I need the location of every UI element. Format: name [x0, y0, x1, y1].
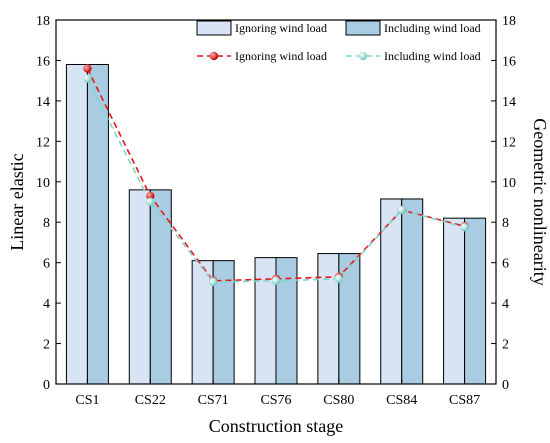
marker-including-wind-load [334, 274, 344, 284]
y-tick-label: 6 [43, 257, 50, 272]
y-tick-label: 12 [36, 135, 50, 150]
bar-including-wind-load [464, 217, 487, 385]
y2-tick-label: 8 [502, 216, 509, 231]
legend-marker [358, 51, 368, 61]
x-tick-label: CS80 [323, 393, 354, 408]
bar-including-wind-load [86, 63, 109, 385]
axes-layer: 0 2 4 6 8 10 12 14 16 18 0 2 4 6 8 10 12 14 16 18 CS1 CS22 CS7… [7, 14, 550, 436]
bar-including-wind-load [401, 198, 424, 385]
legend: Ignoring wind load Including wind load Ign… [196, 20, 481, 63]
y2-tick-label: 6 [502, 257, 509, 272]
y-tick-label: 14 [36, 95, 50, 110]
x-axis-label: Construction stage [209, 416, 343, 436]
legend-label: Including wind load [384, 49, 481, 63]
y-tick-label: 8 [43, 216, 50, 231]
bars-layer [65, 63, 487, 385]
legend-label: Including wind load [384, 21, 481, 35]
x-tick-label: CS76 [260, 393, 291, 408]
bar-ignoring-wind-load [380, 198, 403, 385]
legend-marker [209, 51, 219, 61]
marker-including-wind-load [271, 276, 281, 286]
marker-including-wind-load [460, 223, 469, 232]
legend-item: Including wind load [346, 49, 481, 63]
y-tick-label: 2 [43, 338, 50, 353]
y2-tick-label: 10 [502, 176, 516, 191]
bar-ignoring-wind-load [65, 63, 88, 385]
legend-item: Ignoring wind load [197, 49, 327, 63]
legend-item: Including wind load [345, 20, 481, 36]
y-tick-label: 0 [43, 378, 50, 393]
y-tick-label: 16 [36, 54, 50, 69]
legend-label: Ignoring wind load [235, 49, 327, 63]
markers-layer [83, 64, 469, 287]
y-tick-label: 18 [36, 14, 50, 29]
x-tick-label: CS84 [386, 393, 417, 408]
y2-tick-label: 18 [502, 14, 516, 29]
y-axis-label: Linear elastic [7, 153, 27, 250]
legend-label: Ignoring wind load [235, 21, 327, 35]
x-tick-label: CS22 [135, 393, 166, 408]
y2-tick-label: 0 [502, 378, 509, 393]
y2-axis-label: Geometric nonlinearity [530, 118, 550, 285]
marker-including-wind-load [83, 74, 92, 83]
bar-ignoring-wind-load [317, 253, 340, 385]
bar-ignoring-wind-load [128, 189, 151, 385]
y-tick-label: 10 [36, 176, 50, 191]
y2-tick-label: 14 [502, 95, 516, 110]
legend-swatch [196, 20, 232, 36]
legend-swatch [345, 20, 381, 36]
y2-tick-label: 2 [502, 338, 509, 353]
marker-including-wind-load [397, 205, 406, 215]
legend-item: Ignoring wind load [196, 20, 327, 36]
x-tick-label: CS71 [198, 393, 229, 408]
marker-including-wind-load [146, 197, 155, 207]
marker-ignoring-wind-load [146, 191, 155, 201]
bar-including-wind-load [338, 253, 361, 385]
y2-tick-label: 4 [502, 297, 509, 312]
y2-tick-label: 16 [502, 54, 516, 69]
y2-tick-label: 12 [502, 135, 516, 150]
marker-including-wind-load [208, 277, 218, 287]
bar-ignoring-wind-load [443, 217, 466, 385]
x-tick-label: CS1 [75, 393, 99, 408]
x-tick-label: CS87 [449, 393, 480, 408]
y-tick-label: 4 [43, 297, 50, 312]
marker-ignoring-wind-load [83, 64, 92, 73]
